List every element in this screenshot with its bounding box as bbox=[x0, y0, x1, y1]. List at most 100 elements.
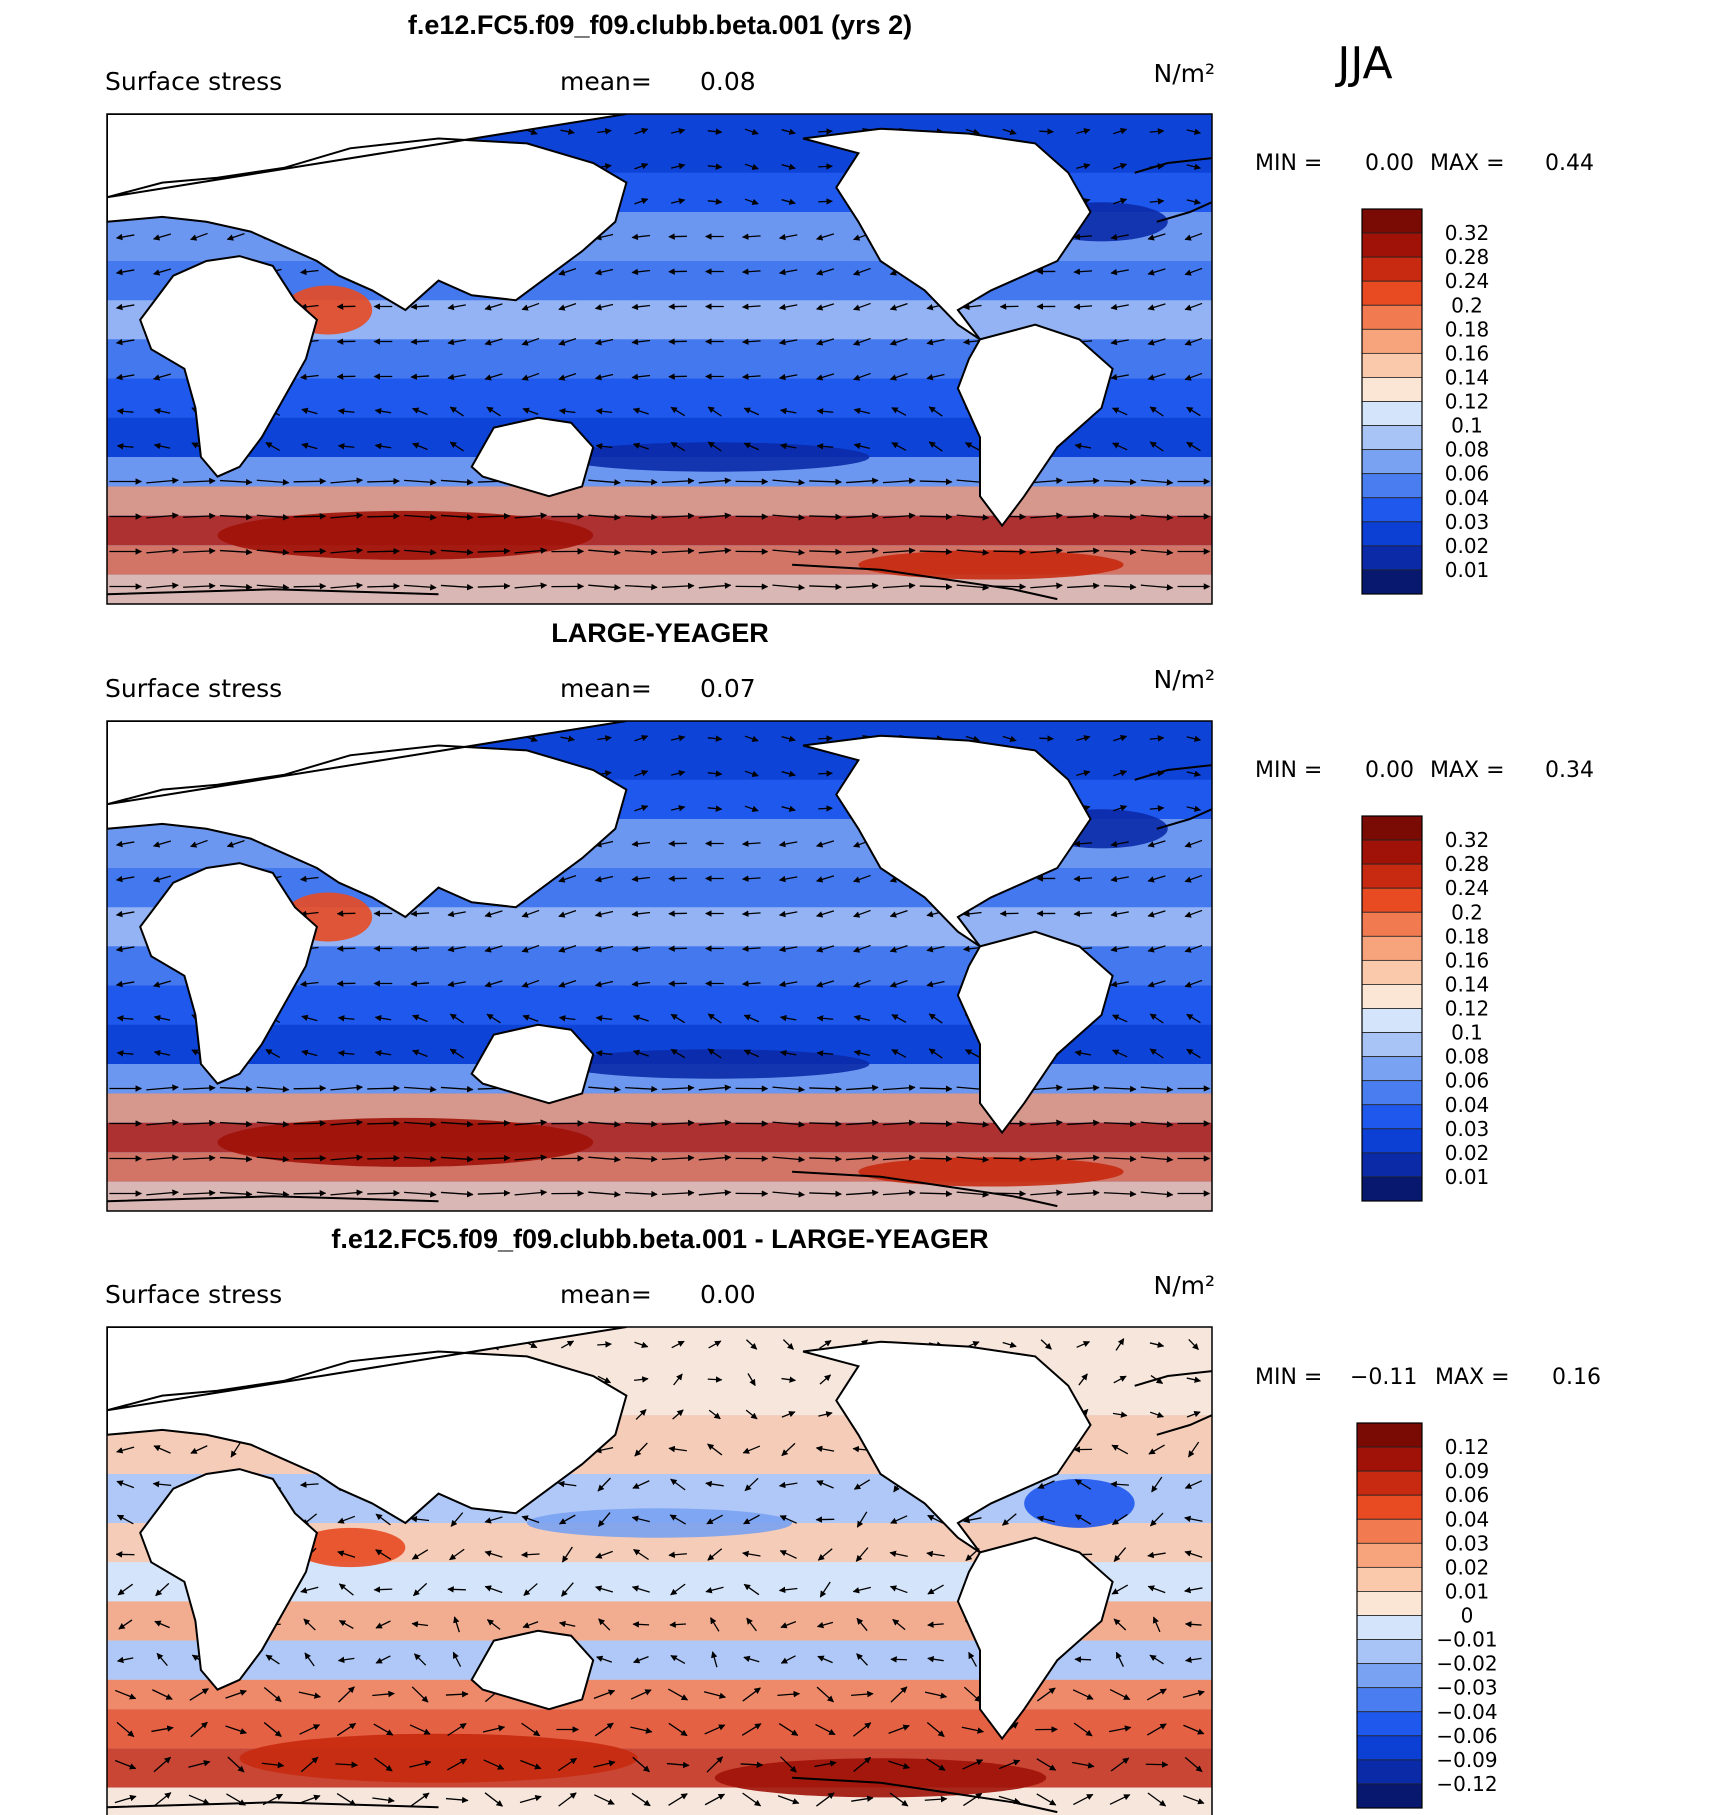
stress-arrow bbox=[146, 1154, 179, 1161]
colorbar-tick-label: −0.03 bbox=[1436, 1676, 1497, 1700]
stress-arrow bbox=[152, 1480, 172, 1488]
stress-arrow bbox=[560, 735, 575, 742]
stress-arrow bbox=[265, 441, 281, 452]
stress-arrow bbox=[625, 1190, 658, 1198]
stress-arrow bbox=[962, 910, 982, 918]
colorbar-tick-label: 0.02 bbox=[1445, 1141, 1490, 1165]
stress-arrow bbox=[367, 1154, 400, 1162]
stress-arrow bbox=[632, 1049, 649, 1057]
colorbar-tick-label: 0.2 bbox=[1451, 900, 1483, 924]
stress-arrow bbox=[558, 875, 577, 883]
colorbar-swatch bbox=[1356, 1518, 1423, 1544]
stress-arrow bbox=[818, 163, 833, 170]
stress-arrow bbox=[256, 1121, 290, 1128]
stress-arrow bbox=[846, 477, 879, 485]
stress-arrow bbox=[631, 1515, 650, 1523]
colorbar-tick-label: 0.12 bbox=[1445, 997, 1490, 1021]
stress-arrow bbox=[741, 945, 761, 952]
stress-arrow bbox=[1186, 441, 1201, 452]
stress-arrow bbox=[152, 1689, 173, 1700]
stress-arrow bbox=[816, 1686, 834, 1703]
stress-arrow bbox=[631, 338, 651, 346]
stress-arrow bbox=[1110, 268, 1129, 276]
stress-arrow bbox=[780, 1756, 797, 1773]
stress-arrow bbox=[367, 512, 400, 520]
colorbar-tick-label: −0.09 bbox=[1436, 1748, 1497, 1772]
stress-arrow bbox=[634, 1376, 649, 1383]
panel-observations: LARGE-YEAGER Surface stress mean= 0.07 N… bbox=[105, 618, 1594, 1212]
colorbar-tick-label: 0.12 bbox=[1445, 390, 1490, 414]
stress-arrow bbox=[661, 1084, 695, 1092]
stress-arrow bbox=[703, 1691, 727, 1699]
colorbar-tick-label: 0.01 bbox=[1445, 1165, 1490, 1189]
stress-arrow bbox=[816, 945, 835, 953]
stress-arrow bbox=[891, 1049, 907, 1058]
stress-arrow bbox=[336, 1722, 357, 1737]
stress-arrow bbox=[1147, 373, 1166, 381]
stress-arrow bbox=[956, 514, 990, 521]
stress-arrow bbox=[293, 1190, 327, 1197]
stress-arrow bbox=[846, 1119, 879, 1127]
colorbar-swatch bbox=[1361, 497, 1423, 523]
stress-arrow bbox=[772, 1191, 806, 1198]
stress-arrow bbox=[779, 1014, 797, 1022]
colorbar-tick-label: 0.09 bbox=[1445, 1459, 1490, 1483]
stress-arrow bbox=[1067, 477, 1100, 485]
stress-arrow bbox=[744, 163, 759, 170]
stress-arrow bbox=[889, 373, 908, 381]
stress-arrow bbox=[1111, 1444, 1129, 1455]
stress-arrow bbox=[635, 1409, 647, 1420]
stress-arrow bbox=[449, 1048, 464, 1059]
stress-arrow bbox=[373, 1757, 393, 1772]
colorbar-swatch bbox=[1361, 328, 1423, 354]
colorbar-swatch bbox=[1361, 401, 1423, 426]
stress-arrow bbox=[374, 407, 392, 415]
continents bbox=[107, 114, 1212, 601]
stress-arrow bbox=[521, 337, 540, 346]
stress-arrow bbox=[846, 512, 879, 520]
colorbar-swatch bbox=[1361, 1152, 1423, 1178]
stress-arrow bbox=[484, 1585, 503, 1594]
stress-arrow bbox=[889, 980, 908, 988]
stress-arrow bbox=[1184, 1621, 1202, 1628]
stress-arrow bbox=[1073, 910, 1093, 917]
colorbar-swatch bbox=[1361, 1080, 1423, 1106]
stress-arrow bbox=[919, 1085, 953, 1093]
stress-arrow bbox=[219, 1120, 253, 1128]
stress-arrow bbox=[669, 1621, 686, 1628]
stress-arrow bbox=[632, 1014, 649, 1022]
stress-arrow bbox=[1147, 980, 1166, 988]
stress-arrow bbox=[156, 1652, 168, 1667]
stress-arrow bbox=[1147, 268, 1166, 276]
stress-arrow bbox=[631, 1792, 651, 1807]
stress-arrow bbox=[625, 478, 658, 486]
stress-arrow bbox=[335, 1761, 359, 1769]
stress-arrow bbox=[888, 1760, 911, 1770]
stress-arrow bbox=[1110, 373, 1129, 381]
stress-arrow bbox=[781, 735, 796, 742]
stress-arrow bbox=[597, 1375, 612, 1384]
stress-arrow bbox=[303, 1618, 316, 1631]
stress-arrow bbox=[452, 1651, 462, 1667]
stress-arrow bbox=[889, 910, 908, 918]
stress-arrow bbox=[337, 1550, 356, 1558]
stress-arrow bbox=[741, 1723, 762, 1736]
stress-arrow bbox=[114, 1794, 137, 1804]
continents bbox=[107, 721, 1212, 1208]
stress-arrow bbox=[115, 910, 135, 918]
stress-arrow bbox=[631, 268, 651, 276]
stress-arrow bbox=[183, 512, 216, 520]
stress-arrow bbox=[1039, 735, 1054, 742]
stress-arrow bbox=[1149, 128, 1165, 135]
colorbar-tick-label: 0.03 bbox=[1445, 1117, 1490, 1141]
stress-arrow bbox=[707, 1048, 722, 1059]
stress-arrow bbox=[1030, 512, 1063, 519]
stress-arrow bbox=[1186, 1376, 1202, 1383]
stress-arrow bbox=[741, 303, 761, 310]
stress-arrow bbox=[410, 338, 430, 345]
stress-arrow bbox=[299, 1481, 319, 1488]
stress-arrow bbox=[1186, 805, 1202, 812]
stress-arrow bbox=[440, 478, 474, 486]
stress-arrow bbox=[1184, 1586, 1203, 1594]
stress-arrow bbox=[521, 909, 540, 918]
